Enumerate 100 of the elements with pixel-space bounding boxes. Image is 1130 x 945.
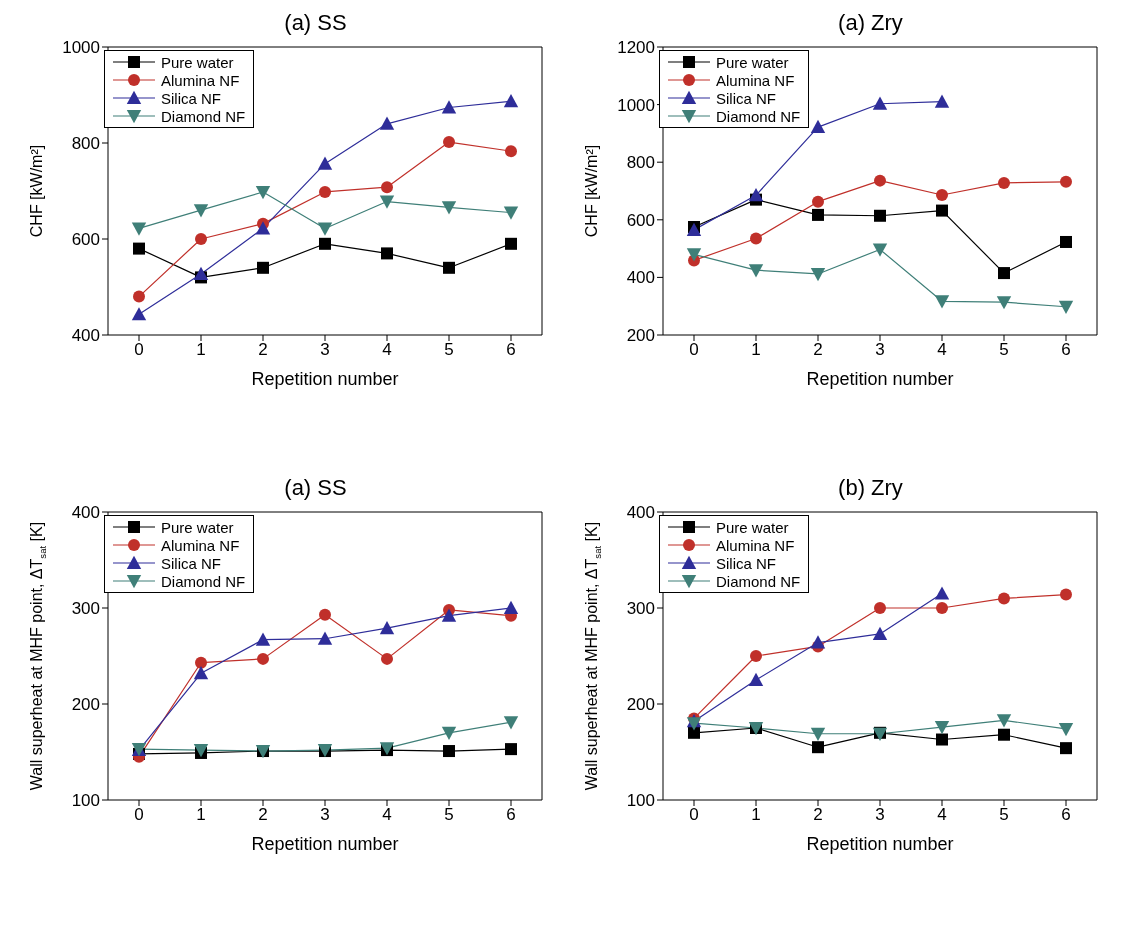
legend-label: Pure water [716,53,789,71]
x-tick-label: 5 [444,340,454,360]
point [193,666,209,680]
x-tick-label: 6 [1061,805,1071,825]
legend-label: Diamond NF [716,107,801,125]
y-tick-label: 100 [626,791,655,811]
point [505,145,517,158]
y-tick-label: 600 [71,230,100,250]
x-tick-label: 1 [751,340,761,360]
point [255,185,271,200]
point [443,136,455,149]
point [874,602,886,614]
point [998,176,1010,189]
point [810,267,826,282]
legend-label: Diamond NF [161,572,246,590]
point [998,728,1010,741]
point [503,206,519,220]
x-tick-label: 3 [875,340,885,360]
point [257,652,269,665]
point [1060,588,1072,601]
x-tick-label: 0 [134,340,144,360]
point [319,237,331,250]
point [750,232,762,245]
point [812,741,824,754]
point [1058,722,1074,737]
point [379,195,395,209]
x-tick-label: 0 [134,805,144,825]
point [998,592,1010,605]
point [874,174,886,187]
y-axis-title: CHF [kW/m²] [583,144,601,238]
y-tick-label: 800 [71,134,100,154]
y-tick-label: 300 [626,599,655,619]
point [686,248,702,262]
y-tick-label: 300 [71,599,100,619]
point [317,156,333,170]
x-tick-label: 0 [689,805,699,825]
x-tick-label: 3 [320,340,330,360]
point [936,733,948,746]
point [133,242,145,255]
point [812,195,824,208]
point [319,608,331,621]
point [505,743,517,756]
legend-label: Alumina NF [716,536,795,554]
y-tick-label: 200 [71,695,100,715]
point [443,261,455,274]
x-tick-label: 1 [196,805,206,825]
point [503,716,519,730]
legend-label: Silica NF [716,89,777,107]
legend-label: Alumina NF [161,71,240,89]
x-tick-label: 4 [937,340,947,360]
point [872,243,888,257]
point [934,295,950,309]
point [443,745,455,758]
point [1060,175,1072,188]
point [810,119,826,134]
y-tick-label: 200 [626,695,655,715]
legend-label: Pure water [161,518,234,536]
point [996,714,1012,728]
point [133,290,145,303]
point [750,650,762,662]
point [441,201,457,215]
point [503,94,519,108]
point [812,208,824,221]
point [381,652,393,665]
point [319,185,331,198]
x-axis-title: Repetition number [806,369,954,389]
y-tick-label: 800 [626,153,655,173]
point [193,266,209,281]
point [1060,235,1072,248]
x-tick-label: 2 [258,340,268,360]
x-tick-label: 6 [1061,340,1071,360]
point [503,600,519,614]
point [934,94,950,108]
x-tick-label: 2 [258,805,268,825]
legend-label: Pure water [716,518,789,536]
x-tick-label: 2 [813,340,823,360]
y-tick-label: 600 [626,210,655,230]
x-tick-label: 6 [506,340,516,360]
point [872,96,888,110]
point [255,632,271,646]
legend-label: Alumina NF [161,536,240,554]
point [998,267,1010,280]
x-tick-label: 1 [196,340,206,360]
x-tick-label: 4 [382,805,392,825]
point [936,204,948,217]
x-tick-label: 5 [999,340,1009,360]
y-axis-title: CHF [kW/m²] [28,144,46,238]
point [810,727,826,741]
y-tick-label: 1000 [617,95,655,115]
point [996,296,1012,310]
x-tick-label: 2 [813,805,823,825]
y-tick-label: 400 [626,503,655,523]
point [1060,742,1072,755]
x-tick-label: 5 [444,805,454,825]
point [874,209,886,222]
x-tick-label: 3 [875,805,885,825]
point [195,233,207,245]
point [195,656,207,669]
point [748,672,764,686]
x-tick-label: 1 [751,805,761,825]
